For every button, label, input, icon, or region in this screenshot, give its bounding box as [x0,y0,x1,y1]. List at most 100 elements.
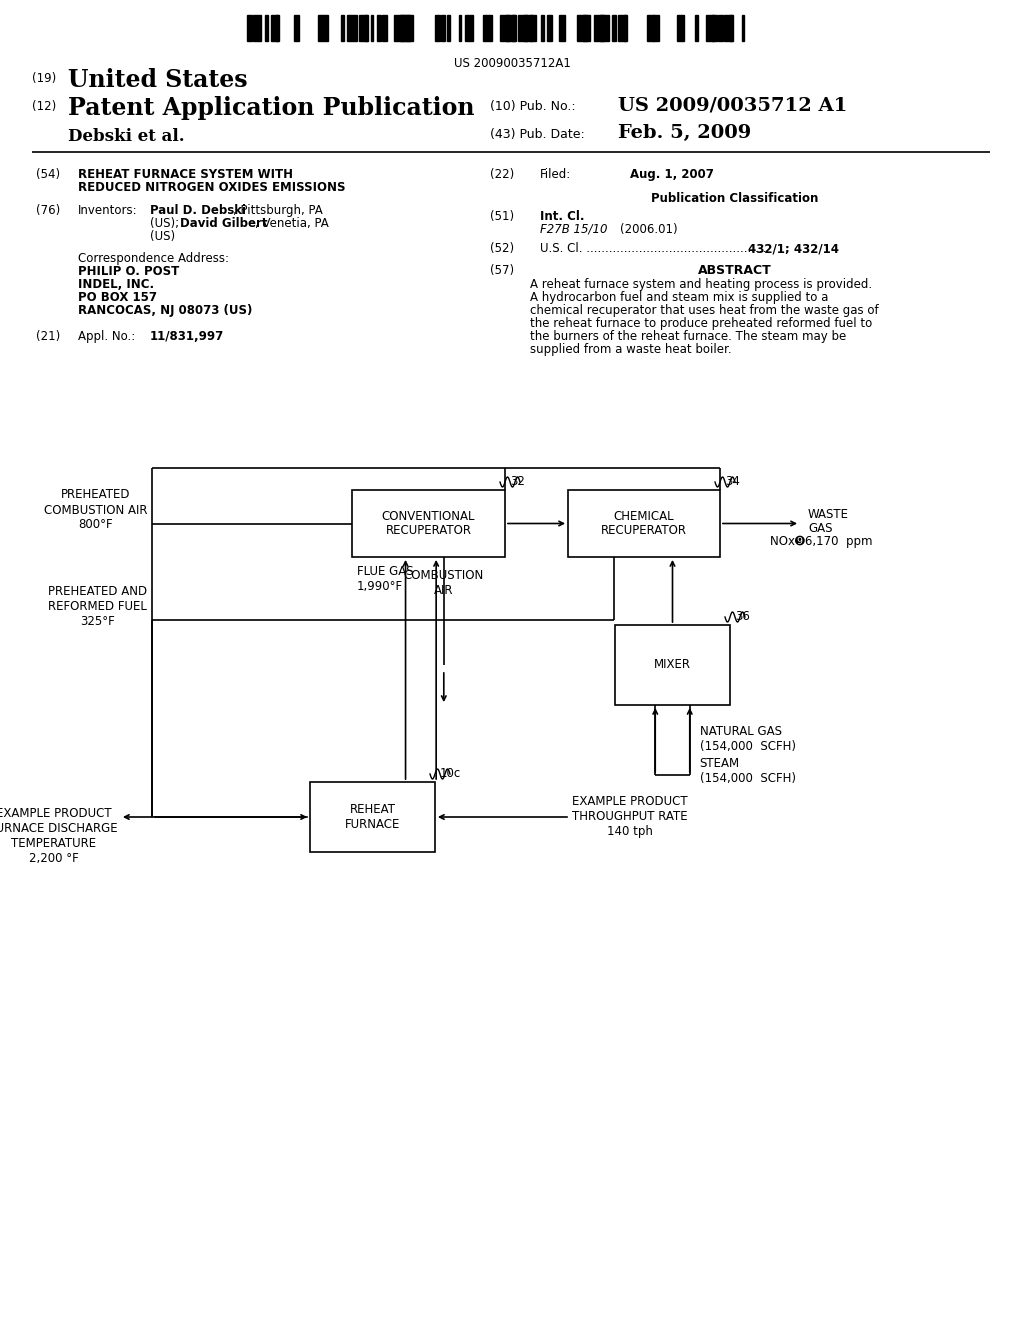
Text: (12): (12) [32,100,56,114]
Text: STEAM
(154,000  SCFH): STEAM (154,000 SCFH) [699,756,796,785]
Bar [459,15,462,41]
Text: A reheat furnace system and heating process is provided.: A reheat furnace system and heating proc… [530,279,872,290]
Text: , Venetia, PA: , Venetia, PA [255,216,329,230]
Text: 32: 32 [510,475,525,488]
Text: (76): (76) [36,205,60,216]
Text: Appl. No.:: Appl. No.: [78,330,135,343]
Text: United States: United States [68,69,248,92]
Bar [264,15,267,41]
Bar [324,15,328,41]
Bar [713,15,717,41]
Bar [677,15,684,41]
Text: NATURAL GAS
(154,000  SCFH): NATURAL GAS (154,000 SCFH) [699,725,796,752]
Bar [352,490,505,557]
Bar [247,15,253,41]
Bar [618,15,627,41]
Bar [624,15,627,41]
Bar [394,15,404,41]
Bar [542,15,544,41]
Text: FLUE GAS
1,990°F: FLUE GAS 1,990°F [357,565,414,593]
Bar [612,15,616,41]
Bar [548,15,552,41]
Text: CHEMICAL
RECUPERATOR: CHEMICAL RECUPERATOR [601,510,687,537]
Bar [400,15,411,41]
Text: David Gilbert: David Gilbert [180,216,267,230]
Bar [500,15,509,41]
Text: MIXER: MIXER [654,659,691,672]
Text: REDUCED NITROGEN OXIDES EMISSIONS: REDUCED NITROGEN OXIDES EMISSIONS [78,181,345,194]
Text: US 2009/0035712 A1: US 2009/0035712 A1 [618,96,848,114]
Bar [435,15,440,41]
Bar [718,15,724,41]
Text: PHILIP O. POST: PHILIP O. POST [78,265,179,279]
Bar [270,15,278,41]
Text: PREHEATED
COMBUSTION AIR
800°F: PREHEATED COMBUSTION AIR 800°F [43,488,147,532]
Text: 11/831,997: 11/831,997 [150,330,224,343]
Text: 36: 36 [735,610,750,623]
Bar [529,15,537,41]
Text: WASTE
GAS: WASTE GAS [808,507,849,536]
Text: (43) Pub. Date:: (43) Pub. Date: [490,128,585,141]
Text: REHEAT
FURNACE: REHEAT FURNACE [345,803,400,832]
Text: Debski et al.: Debski et al. [68,128,184,145]
Text: (22): (22) [490,168,514,181]
Text: F27B 15/10: F27B 15/10 [540,223,607,236]
Bar [577,15,587,41]
Bar [447,15,451,41]
Bar [583,15,590,41]
Text: CONVENTIONAL
RECUPERATOR: CONVENTIONAL RECUPERATOR [382,510,475,537]
Bar [371,15,374,41]
Text: chemical recuperator that uses heat from the waste gas of: chemical recuperator that uses heat from… [530,304,879,317]
Text: supplied from a waste heat boiler.: supplied from a waste heat boiler. [530,343,731,356]
Bar [310,781,435,851]
Text: A hydrocarbon fuel and steam mix is supplied to a: A hydrocarbon fuel and steam mix is supp… [530,290,828,304]
Bar [294,15,299,41]
Text: Correspondence Address:: Correspondence Address: [78,252,229,265]
Text: the reheat furnace to produce preheated reformed fuel to: the reheat furnace to produce preheated … [530,317,872,330]
Text: (21): (21) [36,330,60,343]
Text: RANCOCAS, NJ 08073 (US): RANCOCAS, NJ 08073 (US) [78,304,252,317]
Text: EXAMPLE PRODUCT
THROUGHPUT RATE
140 tph: EXAMPLE PRODUCT THROUGHPUT RATE 140 tph [572,795,688,838]
Bar [347,15,357,41]
Bar [524,15,532,41]
Text: NOx➒6,170  ppm: NOx➒6,170 ppm [770,536,872,549]
Bar [506,15,516,41]
Bar [724,15,731,41]
Text: Inventors:: Inventors: [78,205,137,216]
Text: (10) Pub. No.:: (10) Pub. No.: [490,100,575,114]
Text: Feb. 5, 2009: Feb. 5, 2009 [618,124,752,143]
Bar [595,15,604,41]
Bar [741,15,744,41]
Bar [518,15,526,41]
Text: 10c: 10c [440,767,461,780]
Text: 432/1; 432/14: 432/1; 432/14 [748,242,839,255]
Text: Paul D. Debski: Paul D. Debski [150,205,246,216]
Text: PO BOX 157: PO BOX 157 [78,290,157,304]
Text: U.S. Cl. ................................................: U.S. Cl. ...............................… [540,242,766,255]
Bar [482,15,492,41]
Bar [253,15,261,41]
Bar [441,15,444,41]
Text: ABSTRACT: ABSTRACT [698,264,772,277]
Text: US 20090035712A1: US 20090035712A1 [454,57,570,70]
Text: (19): (19) [32,73,56,84]
Text: (US);: (US); [150,216,183,230]
Text: PREHEATED AND
REFORMED FUEL
325°F: PREHEATED AND REFORMED FUEL 325°F [48,585,147,628]
Text: 34: 34 [725,475,740,488]
Bar [465,15,473,41]
Text: INDEL, INC.: INDEL, INC. [78,279,155,290]
Bar [568,490,720,557]
Bar [615,624,730,705]
Bar [341,15,344,41]
Bar [365,15,369,41]
Bar [377,15,381,41]
Text: Filed:: Filed: [540,168,571,181]
Text: , Pittsburgh, PA: , Pittsburgh, PA [233,205,323,216]
Bar [600,15,609,41]
Bar [406,15,414,41]
Text: (54): (54) [36,168,60,181]
Text: (51): (51) [490,210,514,223]
Text: (57): (57) [490,264,514,277]
Bar [653,15,658,41]
Bar [276,15,279,41]
